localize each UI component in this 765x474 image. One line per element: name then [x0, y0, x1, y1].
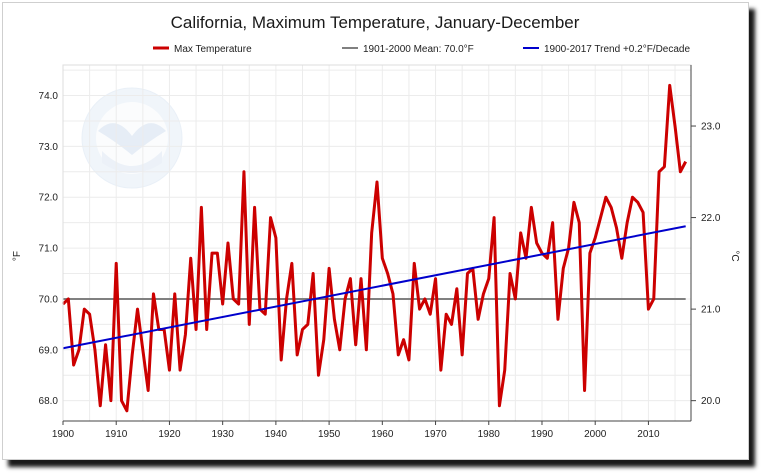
plot-area: 1900 1910 1920 1930 1940 1950 1960 1970 1980 1990…: [39, 64, 721, 440]
y-left-tick-label: 72.0: [39, 193, 59, 204]
y-right-tick-label: 22.0: [701, 213, 721, 224]
y-left-tick-label: 73.0: [39, 142, 59, 153]
chart-legend: Max Temperature 1901-2000 Mean: 70.0°F 1…: [153, 44, 690, 55]
x-tick-label: 1950: [318, 429, 341, 440]
y-right-tick-label: 23.0: [701, 122, 721, 133]
y-axis-right-ticks: 20.0 21.0 22.0 23.0: [691, 122, 721, 407]
x-tick-label: 1900: [52, 429, 75, 440]
y-axis-right-label: °C: [729, 250, 740, 261]
series-trend-line: [62, 225, 686, 350]
x-tick-label: 1980: [478, 429, 501, 440]
legend-label-mean: 1901-2000 Mean: 70.0°F: [363, 44, 474, 55]
x-tick-label: 2000: [584, 429, 607, 440]
x-tick-label: 1990: [531, 429, 554, 440]
y-left-tick-label: 69.0: [39, 345, 59, 356]
x-tick-label: 2010: [637, 429, 660, 440]
x-axis-ticks: 1900 1910 1920 1930 1940 1950 1960 1970 1980 1990…: [52, 421, 660, 440]
y-right-tick-label: 20.0: [701, 396, 721, 407]
legend-label-max-temperature: Max Temperature: [174, 44, 252, 55]
chart-title: California, Maximum Temperature, January…: [171, 13, 580, 32]
axes: [62, 64, 692, 422]
x-tick-label: 1970: [424, 429, 447, 440]
x-tick-label: 1930: [212, 429, 235, 440]
series-max-temperature: [61, 83, 688, 413]
chart-frame: California, Maximum Temperature, January…: [2, 2, 749, 460]
legend-label-trend: 1900-2017 Trend +0.2°F/Decade: [544, 44, 690, 55]
x-tick-label: 1960: [371, 429, 394, 440]
temperature-chart: California, Maximum Temperature, January…: [12, 13, 740, 440]
y-left-tick-label: 74.0: [39, 91, 59, 102]
noaa-logo-watermark: [81, 87, 183, 189]
y-left-tick-label: 70.0: [39, 294, 59, 305]
y-axis-left-label: °F: [12, 251, 23, 261]
y-right-tick-label: 21.0: [701, 305, 721, 316]
x-tick-label: 1920: [158, 429, 181, 440]
x-tick-label: 1940: [265, 429, 288, 440]
x-tick-label: 1910: [105, 429, 128, 440]
y-axis-left-ticks: 68.0 69.0 70.0 71.0 72.0 73.0 74.0: [39, 91, 59, 407]
y-left-tick-label: 71.0: [39, 244, 59, 255]
y-left-tick-label: 68.0: [39, 396, 59, 407]
series-lines: [61, 83, 688, 413]
